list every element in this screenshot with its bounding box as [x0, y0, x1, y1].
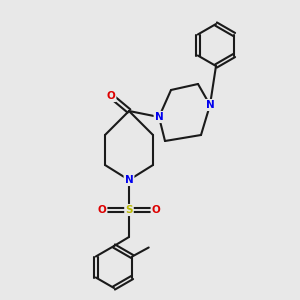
Text: S: S: [125, 205, 133, 215]
Text: N: N: [124, 175, 134, 185]
Text: N: N: [154, 112, 164, 122]
Text: O: O: [98, 205, 106, 215]
Text: N: N: [206, 100, 214, 110]
Text: O: O: [152, 205, 160, 215]
Text: O: O: [106, 91, 116, 101]
